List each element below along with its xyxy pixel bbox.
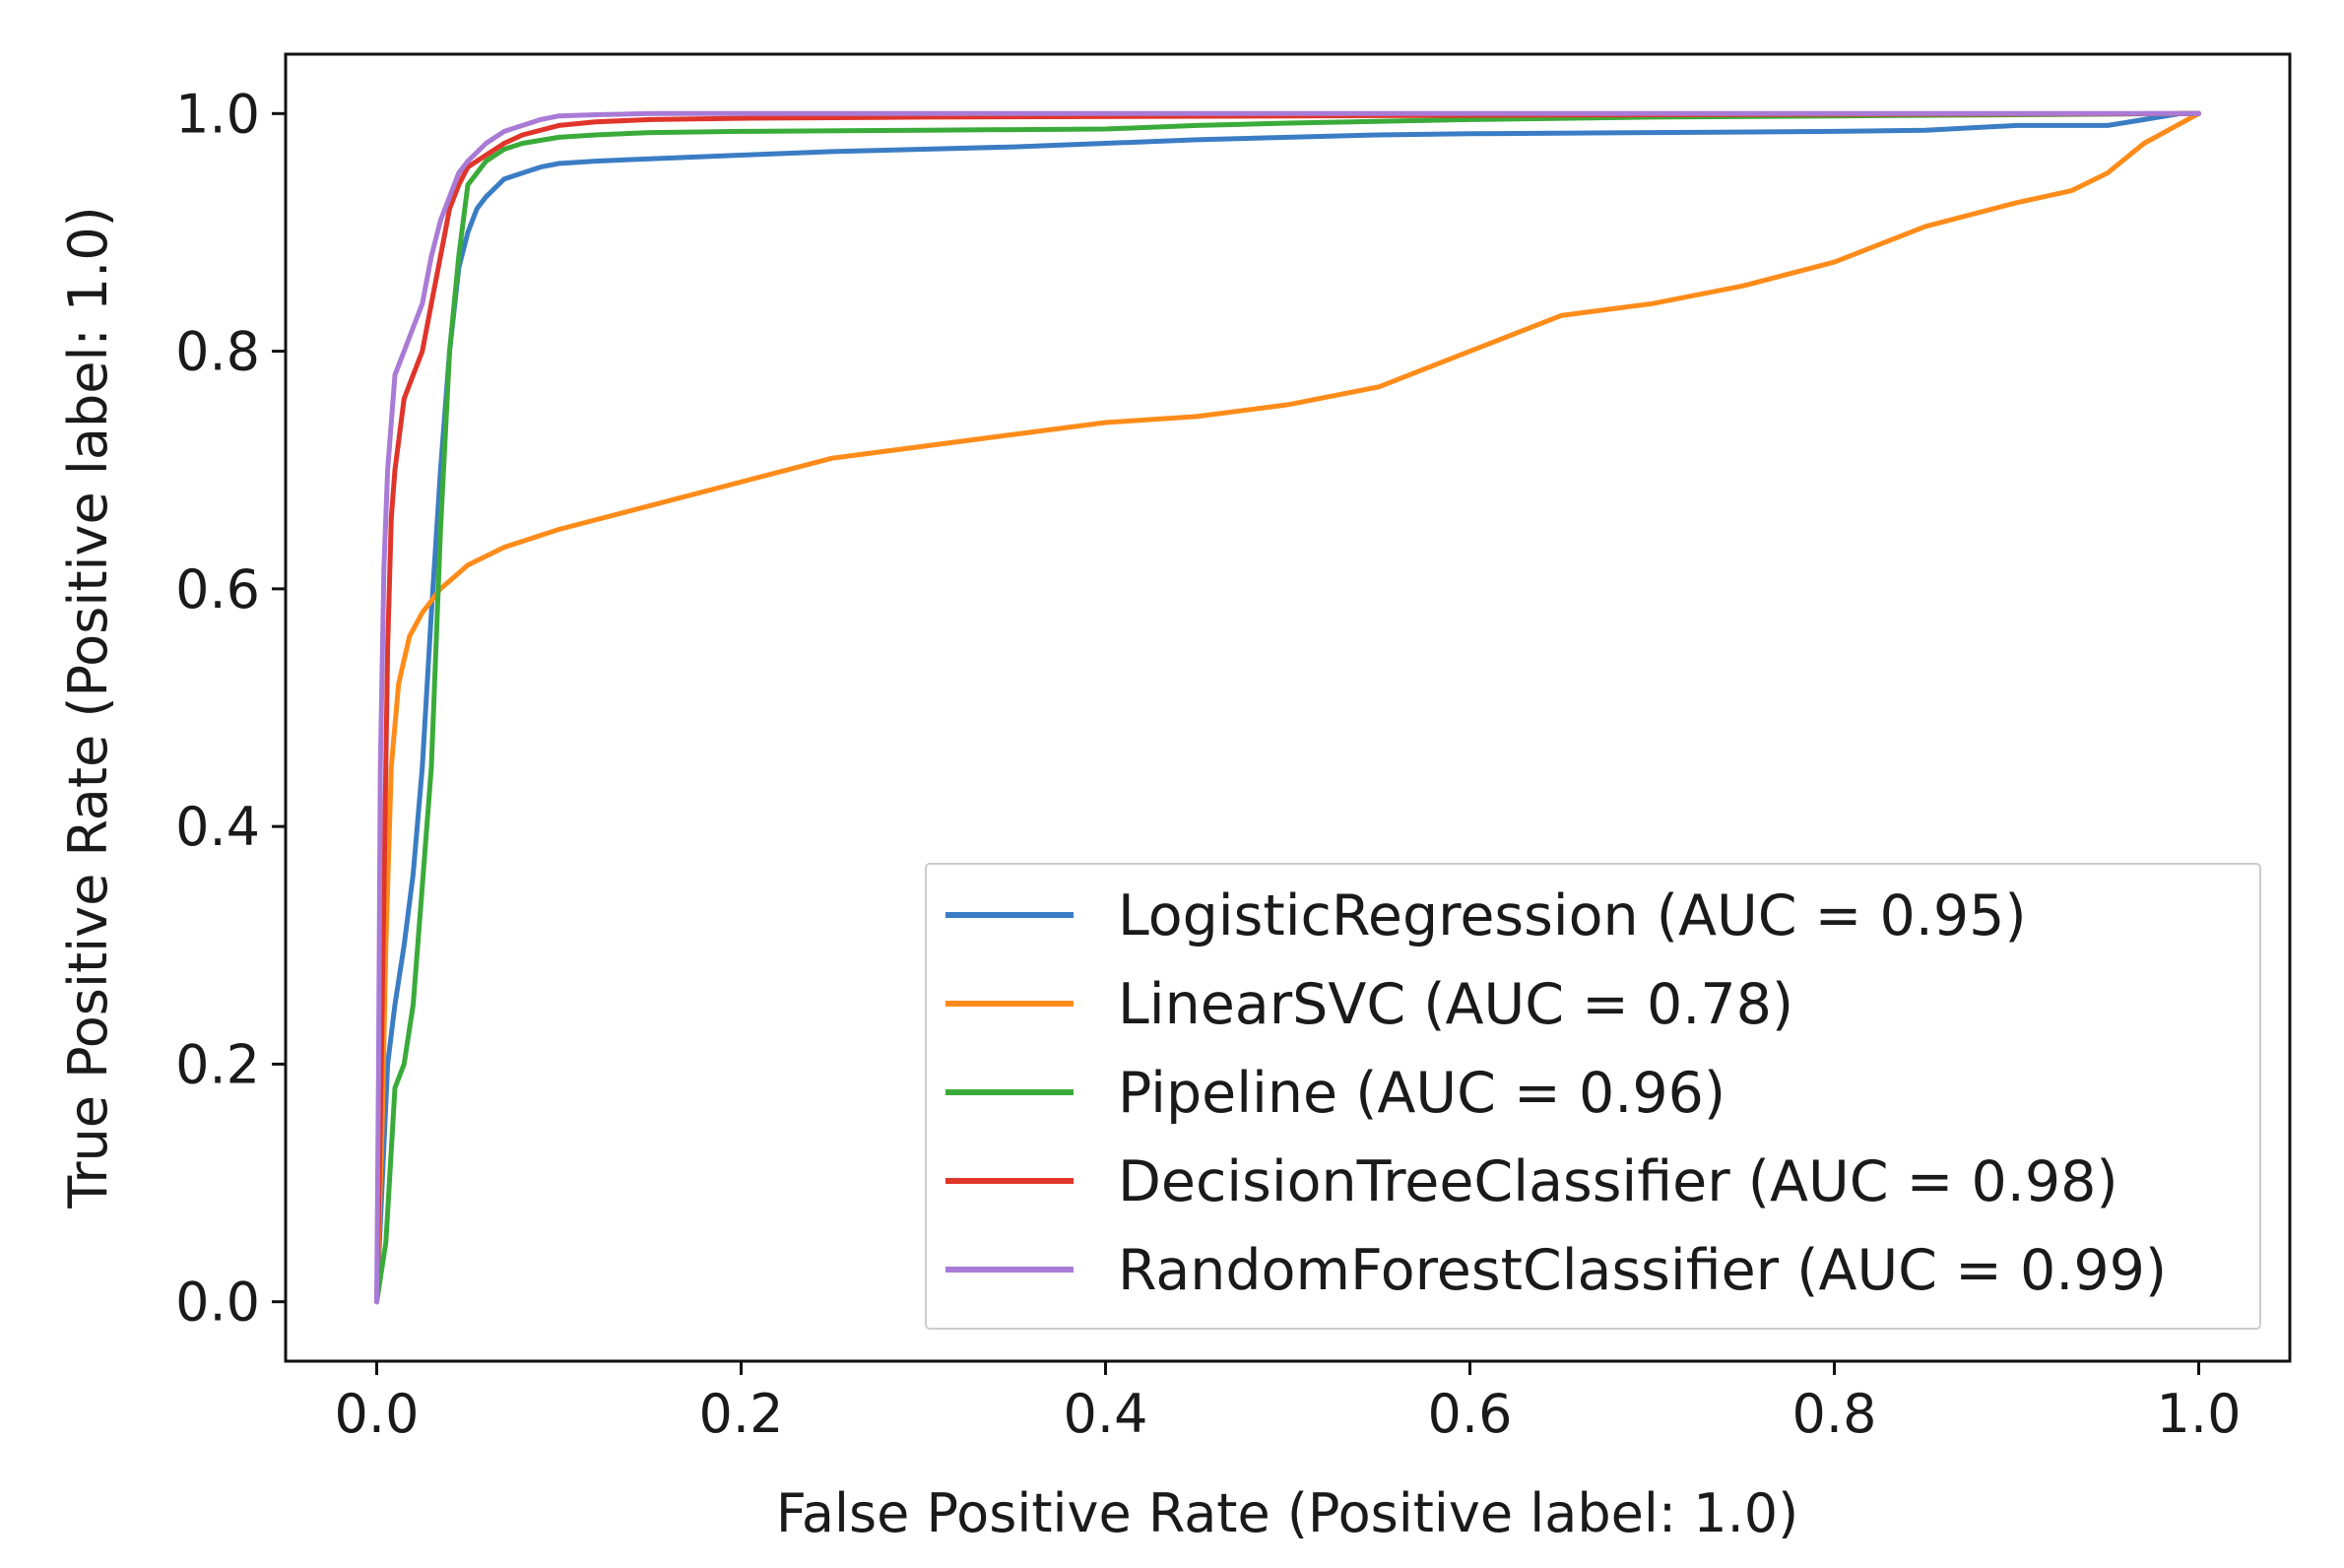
x-axis-label: False Positive Rate (Positive label: 1.0… xyxy=(776,1482,1798,1544)
series-line-4 xyxy=(374,110,2201,1305)
x-tick-label: 0.4 xyxy=(1064,1383,1148,1445)
y-axis-label: True Positive Rate (Positive label: 1.0) xyxy=(57,206,119,1209)
y-axis: 0.0 0.2 0.4 0.6 0.8 1.0 xyxy=(175,83,286,1334)
y-tick-label: 0.8 xyxy=(175,321,260,383)
x-tick-label: 0.6 xyxy=(1428,1383,1513,1445)
legend-label: RandomForestClassifier (AUC = 0.99) xyxy=(1118,1238,2167,1303)
y-tick-label: 0.6 xyxy=(175,558,260,621)
y-tick-label: 0.2 xyxy=(175,1033,260,1095)
plot-area xyxy=(374,110,2201,1305)
x-tick-label: 0.2 xyxy=(699,1383,784,1445)
series-line-5 xyxy=(374,110,2201,1305)
x-tick-label: 0.8 xyxy=(1792,1383,1877,1445)
plot-frame xyxy=(284,52,2292,1363)
legend-label: DecisionTreeClassifier (AUC = 0.98) xyxy=(1118,1149,2118,1214)
y-tick-label: 1.0 xyxy=(175,83,260,145)
legend-box xyxy=(925,863,2261,1330)
legend-label: LinearSVC (AUC = 0.78) xyxy=(1118,972,1793,1037)
series-line-2 xyxy=(374,110,2201,1305)
x-tick-label: 1.0 xyxy=(2157,1383,2242,1445)
y-tick-label: 0.0 xyxy=(175,1272,260,1334)
x-tick-label: 0.0 xyxy=(335,1383,420,1445)
legend-label: Pipeline (AUC = 0.96) xyxy=(1118,1061,1725,1126)
series-line-3 xyxy=(374,110,2201,1305)
legend-label: LogisticRegression (AUC = 0.95) xyxy=(1118,883,2027,948)
y-tick-label: 0.4 xyxy=(175,796,260,858)
series-line-1 xyxy=(374,110,2201,1305)
legend: LogisticRegression (AUC = 0.95) LinearSVC… xyxy=(925,863,2261,1330)
x-axis: 0.0 0.2 0.4 0.6 0.8 1.0 xyxy=(335,1361,2242,1445)
